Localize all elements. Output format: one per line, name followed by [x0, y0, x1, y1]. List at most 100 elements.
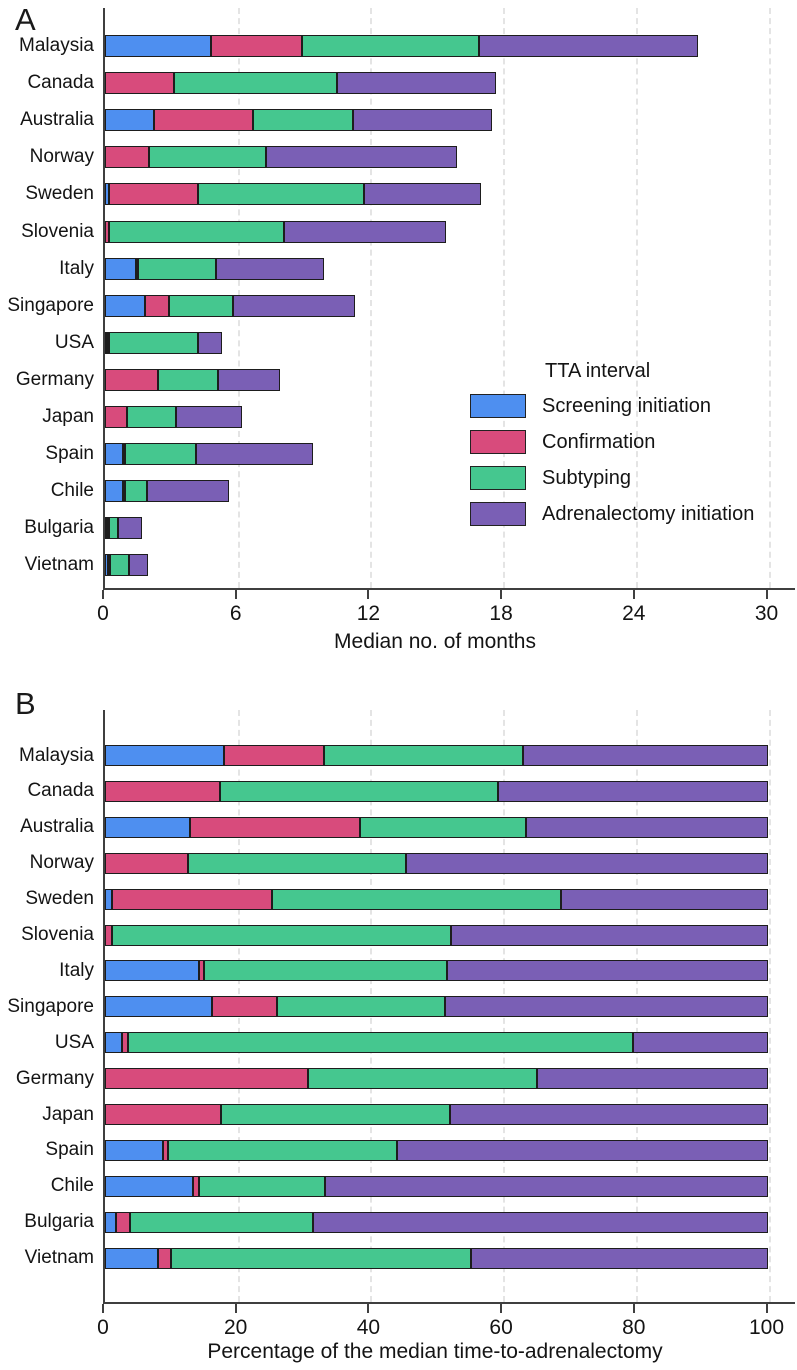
bar-segment — [173, 72, 338, 95]
bar-row — [105, 924, 769, 946]
bar-segment — [266, 146, 457, 169]
legend-item-confirmation: Confirmation — [470, 428, 754, 456]
bar-row — [105, 183, 481, 206]
bar-segment — [233, 294, 355, 317]
bar-segment — [108, 554, 111, 577]
bar-row — [105, 1139, 769, 1161]
bar-segment — [203, 960, 448, 982]
x-axis-tick — [367, 590, 370, 599]
bar-segment — [189, 816, 360, 838]
x-axis-tick — [367, 1304, 370, 1313]
legend-label: Confirmation — [542, 430, 656, 453]
bar-segment — [105, 996, 212, 1018]
country-label: Vietnam — [24, 554, 94, 576]
bar-segment — [478, 35, 698, 57]
country-label: Germany — [15, 368, 94, 390]
bar-segment — [105, 183, 110, 206]
bar-segment — [217, 368, 280, 391]
bar-segment — [169, 294, 234, 317]
x-axis-tick-label: 0 — [97, 1316, 109, 1339]
plot-area — [103, 710, 795, 1304]
screening-swatch-icon — [470, 394, 526, 418]
bar-segment — [195, 443, 313, 466]
bar-segment — [450, 1104, 769, 1125]
bar-row — [105, 996, 769, 1018]
bar-segment — [187, 852, 407, 874]
bar-row — [105, 1068, 769, 1090]
bar-segment — [536, 1068, 769, 1090]
panel-b-letter: B — [15, 686, 36, 721]
country-label: Australia — [20, 816, 94, 838]
bar-segment — [138, 257, 216, 280]
bar-segment — [105, 257, 136, 280]
bar-segment — [121, 1032, 129, 1054]
bar-segment — [129, 554, 148, 577]
x-axis-tick — [234, 590, 237, 599]
bar-segment — [406, 852, 769, 874]
country-label: Vietnam — [24, 1247, 94, 1269]
bar-segment — [105, 109, 154, 132]
bar-segment — [224, 745, 324, 766]
bar-segment — [109, 331, 198, 354]
panel-b: B Percentage of the median time-to-adren… — [0, 680, 797, 1370]
country-label: Norway — [29, 146, 94, 168]
bar-segment — [105, 406, 128, 428]
bar-segment — [396, 1139, 769, 1161]
bar-row — [105, 406, 243, 428]
bar-segment — [153, 109, 254, 132]
country-label: Bulgaria — [24, 517, 94, 539]
bar-segment — [162, 1139, 169, 1161]
bar-segment — [359, 816, 526, 838]
bar-row — [105, 72, 497, 95]
bar-segment — [105, 331, 108, 354]
bar-segment — [105, 72, 174, 95]
legend-label: Subtyping — [542, 466, 631, 489]
bar-segment — [271, 888, 561, 910]
bar-row — [105, 146, 457, 169]
bar-segment — [130, 1211, 314, 1233]
bar-segment — [175, 406, 243, 428]
bar-segment — [117, 517, 143, 540]
bar-segment — [135, 257, 139, 280]
bar-segment — [111, 924, 452, 946]
legend: TTA interval Screening initiation Confir… — [470, 360, 754, 536]
country-label: Spain — [45, 443, 94, 465]
bar-segment — [105, 780, 220, 802]
panel-a: A Median no. of months TTA interval Scre… — [0, 0, 797, 680]
bar-segment — [111, 888, 272, 910]
x-axis-tick-label: 40 — [356, 1316, 381, 1339]
bar-segment — [105, 1068, 309, 1090]
bar-segment — [124, 443, 196, 466]
bar-segment — [105, 220, 110, 243]
bar-segment — [107, 517, 109, 540]
bar-segment — [301, 35, 479, 57]
bar-segment — [445, 996, 769, 1018]
bar-segment — [158, 368, 218, 391]
bar-segment — [313, 1211, 769, 1233]
bar-segment — [128, 1032, 634, 1054]
bar-row — [105, 888, 769, 910]
bar-segment — [122, 480, 125, 503]
bar-row — [105, 852, 769, 874]
bar-segment — [105, 924, 112, 946]
bar-segment — [211, 996, 277, 1018]
bar-segment — [447, 960, 769, 982]
bar-row — [105, 960, 769, 982]
bar-segment — [105, 35, 212, 57]
bar-segment — [105, 443, 123, 466]
country-label: Malaysia — [19, 744, 94, 766]
bar-row — [105, 816, 769, 838]
adrenalectomy-swatch-icon — [470, 502, 526, 526]
bar-row — [105, 257, 324, 280]
country-label: Chile — [50, 480, 94, 502]
bar-segment — [105, 368, 159, 391]
x-axis-tick-label: 18 — [489, 602, 513, 625]
bar-segment — [105, 294, 145, 317]
bar-row — [105, 1175, 769, 1197]
bar-segment — [197, 183, 364, 206]
bar-segment — [110, 554, 130, 577]
bar-segment — [105, 852, 188, 874]
bar-segment — [105, 1211, 117, 1233]
bar-segment — [122, 443, 125, 466]
x-axis-tick-label: 20 — [224, 1316, 248, 1339]
